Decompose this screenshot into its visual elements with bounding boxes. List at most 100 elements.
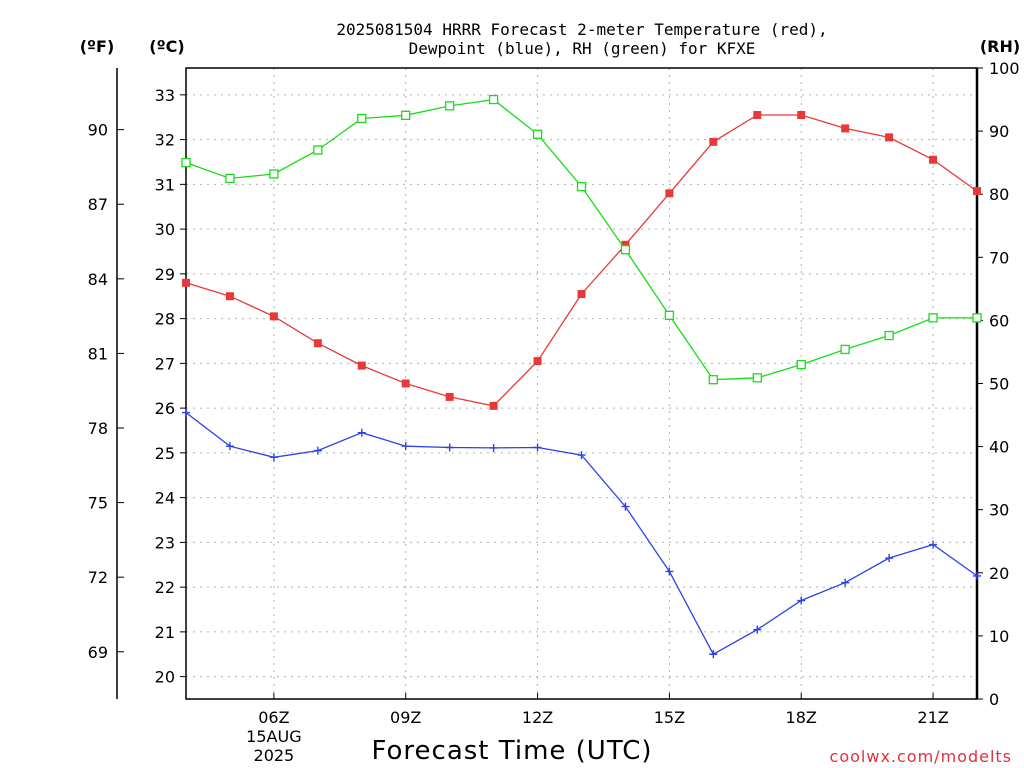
rh-point [972,313,982,323]
temperature-point [665,189,674,198]
celsius-tick-label: 24 [155,489,175,508]
celsius-tick-label: 21 [155,623,175,642]
dewpoint-point [929,540,938,549]
rh-point [840,344,850,355]
fahrenheit-tick-label: 87 [88,195,108,214]
x-tick-label: 12Z [522,708,553,727]
dewpoint-point [357,428,366,437]
celsius-tick-label: 33 [155,86,175,105]
rh-tick-label: 80 [989,185,1009,204]
celsius-unit-label: (ºC) [149,37,184,56]
temperature-point [313,339,322,348]
celsius-tick-label: 31 [155,175,175,194]
x-tick-date-label: 15AUG [246,727,301,746]
x-tick-label: 06Z [258,708,289,727]
rh-tick-label: 40 [989,438,1009,457]
dewpoint-point [401,442,410,451]
fahrenheit-tick-label: 84 [88,270,108,289]
rh-point [752,373,762,383]
rh-point [532,129,543,139]
dewpoint-point [665,567,674,576]
temperature-point [401,379,410,388]
dewpoint-point [753,625,762,634]
rh-point [708,375,718,385]
dewpoint-point [797,596,806,605]
fahrenheit-tick-label: 75 [88,494,108,513]
temperature-point [709,137,718,146]
dewpoint-point [533,443,542,452]
rh-tick-label: 20 [989,564,1009,583]
temperature-point [269,312,278,321]
dewpoint-point [973,571,981,580]
rh-tick-label: 60 [989,311,1009,330]
temperature-point [797,110,806,119]
rh-point [664,310,675,321]
temperature-point [225,292,234,301]
fahrenheit-tick-label: 78 [88,419,108,438]
rh-point [401,110,411,120]
plot-frame [185,67,978,700]
rh-point [269,169,279,179]
rh-point [225,173,235,184]
credit-link[interactable]: coolwx.com/modelts [830,747,1012,766]
temperature-point [753,110,762,119]
x-tick-year-label: 2025 [254,746,295,765]
rh-tick-label: 100 [989,59,1020,78]
dewpoint-point [709,650,718,659]
dewpoint-point [489,443,498,452]
fahrenheit-tick-label: 81 [88,344,108,363]
temperature-point [182,278,190,287]
celsius-tick-label: 22 [155,578,175,597]
ticks-layer: 20 21 22 23 24 25 26 27 28 29 30 31 32 33 69 72 75 78 81 84… [88,59,1020,765]
x-tick-label: 15Z [654,708,685,727]
temperature-point [533,357,542,366]
dewpoint-point [577,451,586,460]
dewpoint-point [313,446,322,455]
celsius-tick-label: 23 [155,533,175,552]
rh-tick-label: 90 [989,122,1009,141]
rh-tick-label: 50 [989,375,1009,394]
dewpoint-point [269,453,278,462]
dewpoint-point [841,578,850,587]
temperature-point [841,124,850,133]
temperature-point [357,361,366,370]
dewpoint-line [185,412,978,656]
celsius-tick-label: 20 [155,668,175,687]
fahrenheit-unit-label: (ºF) [80,37,115,56]
series-layer [181,94,982,659]
rh-point [576,181,587,192]
rh-tick-label: 70 [989,248,1009,267]
temperature-point [445,392,454,401]
rh-point [445,101,455,111]
rh-point [796,359,806,370]
temperature-point [489,401,498,410]
rh-point [181,157,191,168]
x-tick-label: 18Z [786,708,817,727]
temperature-point [929,155,938,164]
rh-tick-label: 30 [989,501,1009,520]
rh-line [185,98,977,381]
rh-point [488,94,499,105]
rh-point [928,313,938,323]
dewpoint-point [621,502,630,511]
celsius-tick-label: 25 [155,444,175,463]
x-axis-label: Forecast Time (UTC) [371,736,652,766]
dewpoint-point [182,408,190,417]
temperature-point [885,133,894,142]
temperature-point [577,289,586,298]
rh-unit-label: (RH) [980,37,1020,56]
rh-point [357,113,367,124]
fahrenheit-tick-label: 69 [88,643,108,662]
fahrenheit-tick-label: 90 [88,121,108,140]
celsius-tick-label: 29 [155,265,175,284]
dewpoint-point [445,443,454,452]
temperature-line [185,114,978,407]
celsius-tick-label: 27 [155,354,175,373]
rh-point [620,245,631,255]
celsius-tick-label: 28 [155,310,175,329]
temperature-point [621,240,630,249]
chart-title-line2: Dewpoint (blue), RH (green) for KFXE [409,39,756,58]
dewpoint-point [885,554,894,563]
temperature-point [973,187,981,196]
